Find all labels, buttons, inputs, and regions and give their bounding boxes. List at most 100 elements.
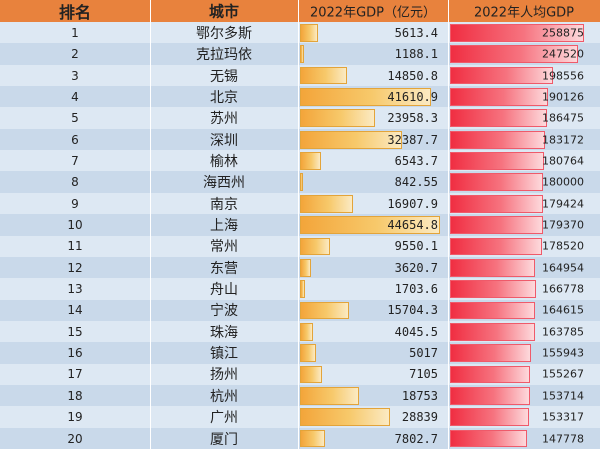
city-cell: 上海 bbox=[150, 214, 298, 236]
column-divider bbox=[150, 256, 151, 279]
gdp-per-capita-data-bar bbox=[450, 344, 531, 362]
column-divider bbox=[298, 363, 299, 386]
gdp-per-capita-cell: 179370 bbox=[448, 214, 600, 236]
city-name: 东营 bbox=[210, 260, 238, 277]
city-name: 海西州 bbox=[203, 175, 245, 192]
column-divider bbox=[298, 299, 299, 322]
column-divider bbox=[448, 342, 449, 364]
gdp-value: 28839 bbox=[401, 410, 438, 425]
rank-cell: 19 bbox=[0, 406, 150, 428]
city-cell: 珠海 bbox=[150, 321, 298, 343]
rank-value: 9 bbox=[71, 196, 79, 211]
gdp-value: 41610.9 bbox=[387, 89, 438, 104]
rank-cell: 6 bbox=[0, 129, 150, 151]
rank-cell: 9 bbox=[0, 193, 150, 215]
gdp-cell: 5613.4 bbox=[298, 22, 448, 44]
gdp-cell: 44654.8 bbox=[298, 214, 448, 236]
gdp-per-capita-value: 247520 bbox=[542, 47, 584, 61]
gdp-data-bar bbox=[300, 408, 391, 427]
gdp-per-capita-cell: 183172 bbox=[448, 129, 600, 151]
gdp-value: 842.55 bbox=[394, 175, 438, 190]
gdp-per-capita-value: 186475 bbox=[542, 111, 584, 125]
gdp-per-capita-value: 155267 bbox=[542, 367, 584, 381]
city-cell: 深圳 bbox=[150, 129, 298, 151]
gdp-cell: 6543.7 bbox=[298, 150, 448, 172]
gdp-data-bar bbox=[300, 280, 306, 298]
column-divider bbox=[150, 320, 151, 343]
rank-cell: 12 bbox=[0, 257, 150, 279]
gdp-per-capita-data-bar bbox=[450, 24, 584, 42]
column-divider bbox=[448, 278, 449, 300]
gdp-value: 18753 bbox=[401, 388, 438, 403]
gdp-data-bar bbox=[300, 386, 359, 405]
column-divider bbox=[448, 427, 449, 449]
city-name: 镇江 bbox=[210, 346, 238, 363]
city-cell: 厦门 bbox=[150, 428, 298, 449]
table-row: 6 深圳 32387.7 183172 bbox=[0, 128, 600, 151]
gdp-per-capita-cell: 153317 bbox=[448, 406, 600, 428]
table-row: 8 海西州 842.55 180000 bbox=[0, 171, 600, 194]
gdp-per-capita-value: 155943 bbox=[542, 346, 584, 360]
gdp-per-capita-cell: 247520 bbox=[448, 43, 600, 65]
column-divider bbox=[448, 128, 449, 151]
gdp-value: 44654.8 bbox=[387, 218, 438, 233]
city-cell: 扬州 bbox=[150, 364, 298, 386]
table-row: 3 无锡 14850.8 198556 bbox=[0, 64, 600, 87]
column-divider bbox=[150, 128, 151, 151]
gdp-per-capita-cell: 186475 bbox=[448, 107, 600, 129]
column-divider bbox=[298, 86, 299, 108]
gdp-value: 1188.1 bbox=[394, 47, 438, 62]
table-row: 9 南京 16907.9 179424 bbox=[0, 192, 600, 215]
gdp-per-capita-data-bar bbox=[450, 237, 543, 256]
rank-value: 14 bbox=[67, 303, 83, 318]
column-divider bbox=[298, 320, 299, 343]
gdp-per-capita-data-bar bbox=[450, 173, 544, 192]
city-cell: 常州 bbox=[150, 236, 298, 258]
column-divider bbox=[298, 214, 299, 236]
gdp-per-capita-cell: 155267 bbox=[448, 364, 600, 386]
gdp-cell: 3620.7 bbox=[298, 257, 448, 279]
column-divider bbox=[150, 150, 151, 172]
gdp-cell: 7105 bbox=[298, 364, 448, 386]
column-divider bbox=[150, 22, 151, 44]
table-row: 18 杭州 18753 153714 bbox=[0, 384, 600, 407]
city-name: 克拉玛依 bbox=[196, 47, 252, 64]
column-divider bbox=[448, 64, 449, 87]
gdp-per-capita-value: 166778 bbox=[542, 282, 584, 296]
city-cell: 广州 bbox=[150, 406, 298, 428]
city-name: 南京 bbox=[210, 196, 238, 213]
column-divider bbox=[298, 427, 299, 449]
gdp-cell: 4045.5 bbox=[298, 321, 448, 343]
gdp-per-capita-data-bar bbox=[450, 152, 544, 170]
column-divider bbox=[150, 64, 151, 87]
city-name: 珠海 bbox=[210, 324, 238, 341]
table-row: 1 鄂尔多斯 5613.4 258875 bbox=[0, 22, 600, 44]
gdp-data-bar bbox=[300, 429, 325, 448]
rank-value: 1 bbox=[71, 25, 79, 40]
rank-cell: 13 bbox=[0, 278, 150, 300]
table-row: 10 上海 44654.8 179370 bbox=[0, 214, 600, 236]
header-divider bbox=[298, 0, 299, 22]
gdp-per-capita-data-bar bbox=[450, 216, 543, 234]
gdp-data-bar bbox=[300, 130, 402, 149]
column-divider bbox=[298, 128, 299, 151]
gdp-per-capita-data-bar bbox=[450, 194, 543, 213]
rank-value: 15 bbox=[67, 324, 83, 339]
gdp-value: 14850.8 bbox=[387, 68, 438, 83]
table-row: 11 常州 9550.1 178520 bbox=[0, 235, 600, 258]
column-divider bbox=[448, 320, 449, 343]
table-row: 5 苏州 23958.3 186475 bbox=[0, 107, 600, 130]
rank-value: 11 bbox=[67, 239, 83, 254]
gdp-cell: 18753 bbox=[298, 385, 448, 407]
gdp-per-capita-data-bar bbox=[450, 109, 547, 128]
rank-value: 2 bbox=[71, 47, 79, 62]
column-divider bbox=[150, 107, 151, 130]
column-divider bbox=[298, 278, 299, 300]
header-gdp-per-capita: 2022年人均GDP bbox=[448, 0, 600, 22]
rank-cell: 20 bbox=[0, 428, 150, 449]
gdp-per-capita-value: 198556 bbox=[542, 69, 584, 83]
city-name: 榆林 bbox=[210, 153, 238, 170]
rank-value: 19 bbox=[67, 410, 83, 425]
city-cell: 镇江 bbox=[150, 342, 298, 364]
